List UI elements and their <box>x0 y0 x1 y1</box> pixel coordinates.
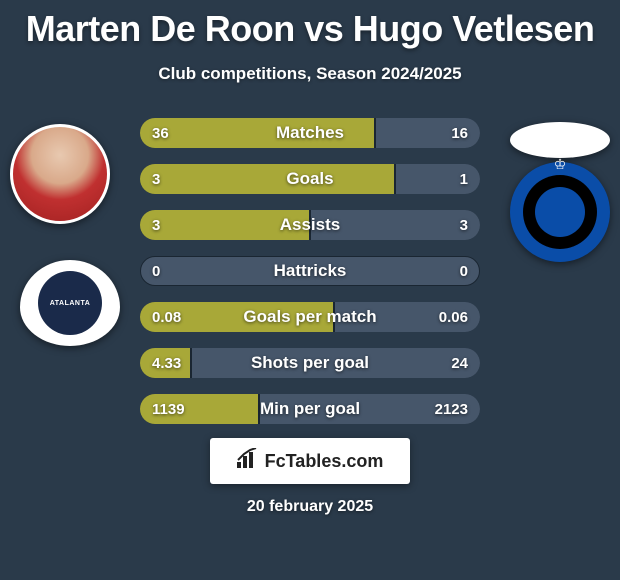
brand-text: FcTables.com <box>265 451 384 472</box>
stat-label: Matches <box>140 118 480 148</box>
crown-icon: ♔ <box>554 156 567 173</box>
stat-label: Min per goal <box>140 394 480 424</box>
player2-club-logo: ♔ <box>510 162 610 262</box>
brand-box: FcTables.com <box>210 438 410 484</box>
stat-row: 3616Matches <box>140 118 480 148</box>
stat-label: Goals <box>140 164 480 194</box>
chart-icon <box>237 448 259 474</box>
stat-row: 11392123Min per goal <box>140 394 480 424</box>
player1-club-logo: ATALANTA <box>20 260 120 346</box>
stat-row: 33Assists <box>140 210 480 240</box>
stat-label: Goals per match <box>140 302 480 332</box>
comparison-date: 20 february 2025 <box>0 498 620 516</box>
stat-label: Shots per goal <box>140 348 480 378</box>
comparison-title: Marten De Roon vs Hugo Vetlesen <box>0 0 620 50</box>
stat-label: Hattricks <box>140 256 480 286</box>
player2-avatar-placeholder <box>510 122 610 158</box>
stat-row: 31Goals <box>140 164 480 194</box>
stat-label: Assists <box>140 210 480 240</box>
stats-container: 3616Matches 31Goals 33Assists 00Hattricks 0.… <box>140 118 480 440</box>
comparison-subtitle: Club competitions, Season 2024/2025 <box>0 64 620 84</box>
club1-label: ATALANTA <box>50 300 91 307</box>
stat-row: 00Hattricks <box>140 256 480 286</box>
stat-row: 4.3324Shots per goal <box>140 348 480 378</box>
player1-avatar <box>10 124 110 224</box>
stat-row: 0.080.06Goals per match <box>140 302 480 332</box>
